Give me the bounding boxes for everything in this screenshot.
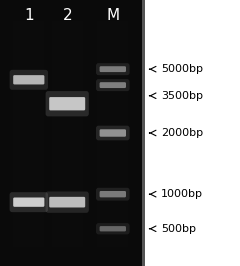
Bar [97, 21, 128, 247]
FancyBboxPatch shape [13, 197, 44, 207]
Bar [13, 21, 44, 247]
Bar [0, 0, 144, 266]
Text: 1: 1 [24, 9, 34, 23]
Bar [7, 21, 50, 247]
Bar [46, 21, 89, 247]
FancyBboxPatch shape [49, 97, 85, 110]
FancyBboxPatch shape [96, 126, 130, 140]
FancyBboxPatch shape [100, 82, 126, 88]
Text: 500bp: 500bp [161, 224, 196, 234]
FancyBboxPatch shape [100, 191, 126, 197]
FancyBboxPatch shape [10, 192, 48, 212]
Bar [52, 21, 83, 247]
FancyBboxPatch shape [100, 129, 126, 137]
Text: 3500bp: 3500bp [161, 91, 203, 101]
FancyBboxPatch shape [46, 91, 89, 117]
FancyBboxPatch shape [96, 63, 130, 75]
FancyBboxPatch shape [96, 223, 130, 234]
FancyBboxPatch shape [100, 226, 126, 231]
FancyBboxPatch shape [46, 192, 89, 213]
FancyBboxPatch shape [13, 75, 44, 85]
FancyBboxPatch shape [10, 70, 48, 90]
FancyBboxPatch shape [96, 188, 130, 201]
FancyBboxPatch shape [96, 79, 130, 91]
Text: 2000bp: 2000bp [161, 128, 203, 138]
Text: M: M [106, 9, 119, 23]
FancyBboxPatch shape [49, 197, 85, 207]
Bar [91, 21, 134, 247]
Bar [142, 0, 145, 266]
Text: 1000bp: 1000bp [161, 189, 203, 199]
FancyBboxPatch shape [100, 66, 126, 72]
Text: 2: 2 [62, 9, 72, 23]
Text: 5000bp: 5000bp [161, 64, 203, 74]
